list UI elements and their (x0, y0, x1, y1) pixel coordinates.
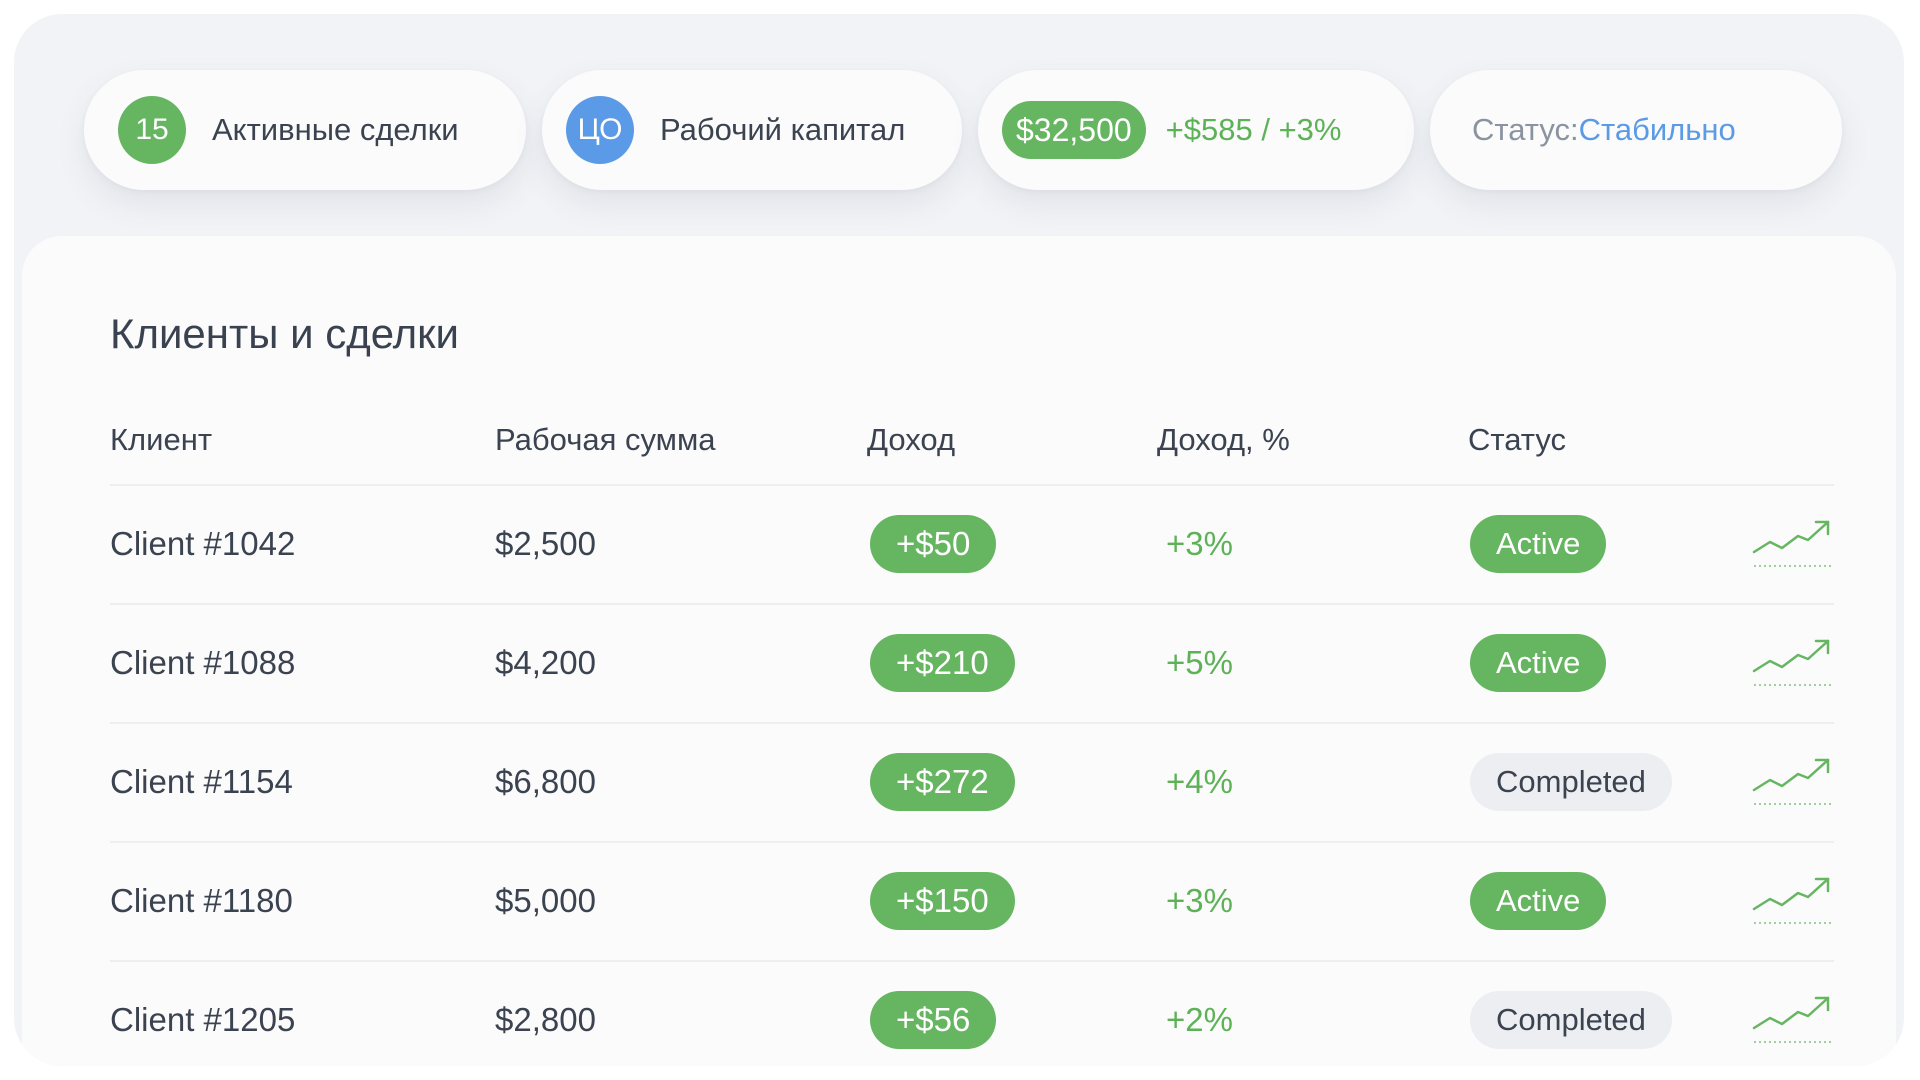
clients-deals-card: Клиенты и сделки Клиент Рабочая сумма До… (22, 236, 1896, 1066)
income-percent: +4% (1166, 763, 1233, 800)
active-deals-label: Активные сделки (212, 112, 459, 147)
income-badge: +$272 (870, 753, 1015, 811)
row-divider (110, 484, 1834, 486)
income-badge: +$210 (870, 634, 1015, 692)
balance-pill[interactable]: $32,500 +$585 / +3% (978, 70, 1414, 190)
row-divider (110, 841, 1834, 843)
column-header-income: Доход (867, 422, 956, 457)
income-percent: +2% (1166, 1001, 1233, 1038)
client-name: Client #1088 (110, 644, 296, 681)
status-pill[interactable]: Статус: Стабильно (1430, 70, 1842, 190)
column-header-status: Статус (1468, 422, 1566, 457)
working-capital-avatar: ЦО (566, 96, 634, 164)
status-badge[interactable]: Active (1470, 872, 1607, 930)
income-badge: +$150 (870, 872, 1015, 930)
trend-up-icon[interactable] (1750, 633, 1834, 689)
client-name: Client #1154 (110, 763, 293, 800)
client-name: Client #1180 (110, 882, 293, 919)
income-percent: +3% (1166, 525, 1233, 562)
active-deals-pill[interactable]: 15 Активные сделки (84, 70, 526, 190)
working-amount: $4,200 (495, 644, 596, 681)
working-amount: $5,000 (495, 882, 596, 919)
balance-amount-badge: $32,500 (1002, 101, 1146, 159)
working-capital-pill[interactable]: ЦО Рабочий капитал (542, 70, 962, 190)
row-divider (110, 603, 1834, 605)
balance-change: +$585 / +3% (1165, 112, 1342, 147)
income-percent: +3% (1166, 882, 1233, 919)
row-divider (110, 722, 1834, 724)
column-header-income-pct: Доход, % (1157, 422, 1290, 457)
trend-up-icon[interactable] (1750, 871, 1834, 927)
row-divider (110, 960, 1834, 962)
working-amount: $2,800 (495, 1001, 596, 1038)
income-badge: +$50 (870, 515, 997, 573)
status-label: Статус: (1472, 112, 1579, 147)
status-value: Стабильно (1578, 112, 1736, 147)
column-header-amount: Рабочая сумма (495, 422, 716, 457)
column-header-client: Клиент (110, 422, 213, 457)
trend-up-icon[interactable] (1750, 752, 1834, 808)
working-amount: $2,500 (495, 525, 596, 562)
stats-bar: 15 Активные сделки ЦО Рабочий капитал $3… (84, 70, 1842, 190)
status-badge[interactable]: Completed (1470, 753, 1672, 811)
working-amount: $6,800 (495, 763, 596, 800)
working-capital-label: Рабочий капитал (660, 112, 906, 147)
income-badge: +$56 (870, 991, 997, 1049)
trend-up-icon[interactable] (1750, 514, 1834, 570)
status-badge[interactable]: Completed (1470, 991, 1672, 1049)
status-badge[interactable]: Active (1470, 634, 1607, 692)
trend-up-icon[interactable] (1750, 990, 1834, 1046)
client-name: Client #1042 (110, 525, 296, 562)
income-percent: +5% (1166, 644, 1233, 681)
client-name: Client #1205 (110, 1001, 296, 1038)
active-deals-count-badge: 15 (118, 96, 186, 164)
card-title: Клиенты и сделки (110, 310, 460, 357)
dashboard-frame: 15 Активные сделки ЦО Рабочий капитал $3… (14, 14, 1904, 1066)
status-badge[interactable]: Active (1470, 515, 1607, 573)
